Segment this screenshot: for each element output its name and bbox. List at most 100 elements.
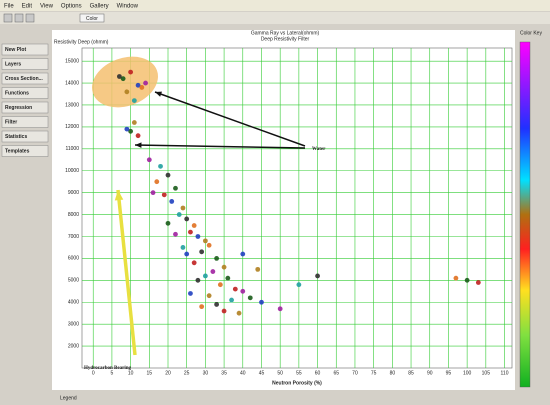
menu-item[interactable]: Gallery: [90, 4, 109, 10]
water-highlight: [92, 56, 158, 108]
chart-subtitle: Deep Resistivity Filter: [261, 36, 310, 42]
point: [206, 242, 212, 248]
x-tick-label: 45: [259, 370, 265, 376]
y-tick-label: 8000: [68, 212, 79, 218]
point: [165, 220, 171, 226]
point: [236, 310, 242, 316]
point: [206, 293, 212, 299]
side-button-label: Filter: [5, 120, 17, 126]
point: [464, 277, 470, 283]
point: [139, 85, 145, 90]
side-button[interactable]: [1, 116, 49, 128]
arrow-head: [135, 142, 142, 148]
side-button-label: Templates: [5, 149, 30, 155]
point: [214, 256, 220, 261]
point: [176, 212, 182, 217]
y-axis-label: Resistivity Deep (ohmm): [54, 39, 109, 45]
tool-button[interactable]: [14, 13, 24, 23]
point: [210, 269, 216, 274]
x-tick-label: 55: [296, 370, 302, 376]
x-tick-label: 60: [315, 370, 321, 376]
y-tick-label: 7000: [68, 234, 79, 240]
x-tick-label: 50: [277, 370, 283, 376]
point: [165, 172, 171, 178]
side-button[interactable]: [1, 101, 49, 114]
x-tick-label: 65: [333, 370, 339, 376]
point: [188, 229, 193, 235]
point: [199, 249, 205, 255]
y-tick-label: 4000: [68, 300, 79, 306]
side-button[interactable]: [1, 43, 49, 56]
point: [240, 251, 246, 257]
point: [195, 277, 201, 283]
y-tick-label: 2000: [68, 343, 79, 349]
side-button[interactable]: [1, 72, 49, 85]
point: [180, 245, 186, 250]
x-tick-label: 95: [446, 370, 452, 376]
y-tick-label: 9000: [68, 190, 79, 196]
menu: File Edit View Options Gallery Window: [4, 4, 139, 10]
side-button[interactable]: [1, 87, 49, 99]
x-tick-label: 30: [203, 370, 209, 376]
point: [124, 126, 130, 132]
menu-item[interactable]: File: [4, 4, 14, 10]
y-tick-label: 15000: [65, 58, 79, 64]
point: [184, 216, 190, 222]
menu-item[interactable]: Options: [61, 4, 82, 10]
side-panel: New Plot Layers Cross Section... Functions R…: [1, 43, 49, 157]
point: [221, 264, 227, 270]
point: [169, 199, 175, 204]
x-axis-label: Neutron Porosity (%): [272, 380, 322, 386]
menu-item[interactable]: Edit: [22, 4, 33, 10]
point: [259, 299, 264, 305]
point: [124, 89, 130, 95]
side-button[interactable]: [1, 58, 49, 70]
tool-button[interactable]: [25, 13, 35, 23]
point: [277, 306, 283, 312]
plot: 0 5 10 15 20 25 30 35 40 45 50 55 60 65 70 75 80 85 90 95 10…: [65, 47, 513, 376]
point: [131, 120, 137, 125]
arrow-head: [155, 91, 162, 97]
side-button[interactable]: [1, 145, 49, 157]
x-tick-label: 80: [390, 370, 396, 376]
point: [221, 308, 227, 314]
annotation: Water: [312, 147, 326, 152]
legend-title: Legend: [60, 395, 77, 401]
side-button[interactable]: [1, 130, 49, 143]
point: [146, 157, 152, 163]
point: [195, 234, 201, 239]
x-tick-label: 0: [92, 370, 95, 376]
arrow: [116, 189, 137, 356]
color-button[interactable]: [79, 13, 105, 23]
arrow-head: [114, 190, 124, 201]
x-tick-label: 20: [165, 370, 171, 376]
side-button-label: New Plot: [5, 47, 26, 53]
point: [475, 280, 481, 285]
point: [173, 185, 178, 191]
menu-item[interactable]: View: [40, 4, 54, 10]
arrow: [154, 91, 306, 147]
side-button-label: Functions: [5, 91, 29, 97]
y-tick-label: 5000: [68, 278, 79, 284]
point: [247, 295, 253, 301]
point: [188, 291, 193, 296]
point: [184, 251, 190, 257]
point: [161, 192, 167, 198]
point: [158, 163, 163, 169]
point: [240, 288, 246, 294]
point: [135, 82, 141, 88]
tool-button[interactable]: [3, 13, 13, 23]
point: [199, 304, 205, 310]
y-tick-label: 10000: [65, 168, 79, 174]
point: [453, 275, 459, 281]
point: [191, 223, 197, 228]
point: [296, 282, 302, 288]
x-tick-label: 15: [147, 370, 153, 376]
point: [128, 128, 134, 134]
point: [255, 266, 261, 272]
x-tick-label: 105: [482, 370, 491, 376]
x-tick-label: 75: [371, 370, 377, 376]
menu-item[interactable]: Window: [117, 4, 139, 10]
point: [232, 286, 238, 292]
